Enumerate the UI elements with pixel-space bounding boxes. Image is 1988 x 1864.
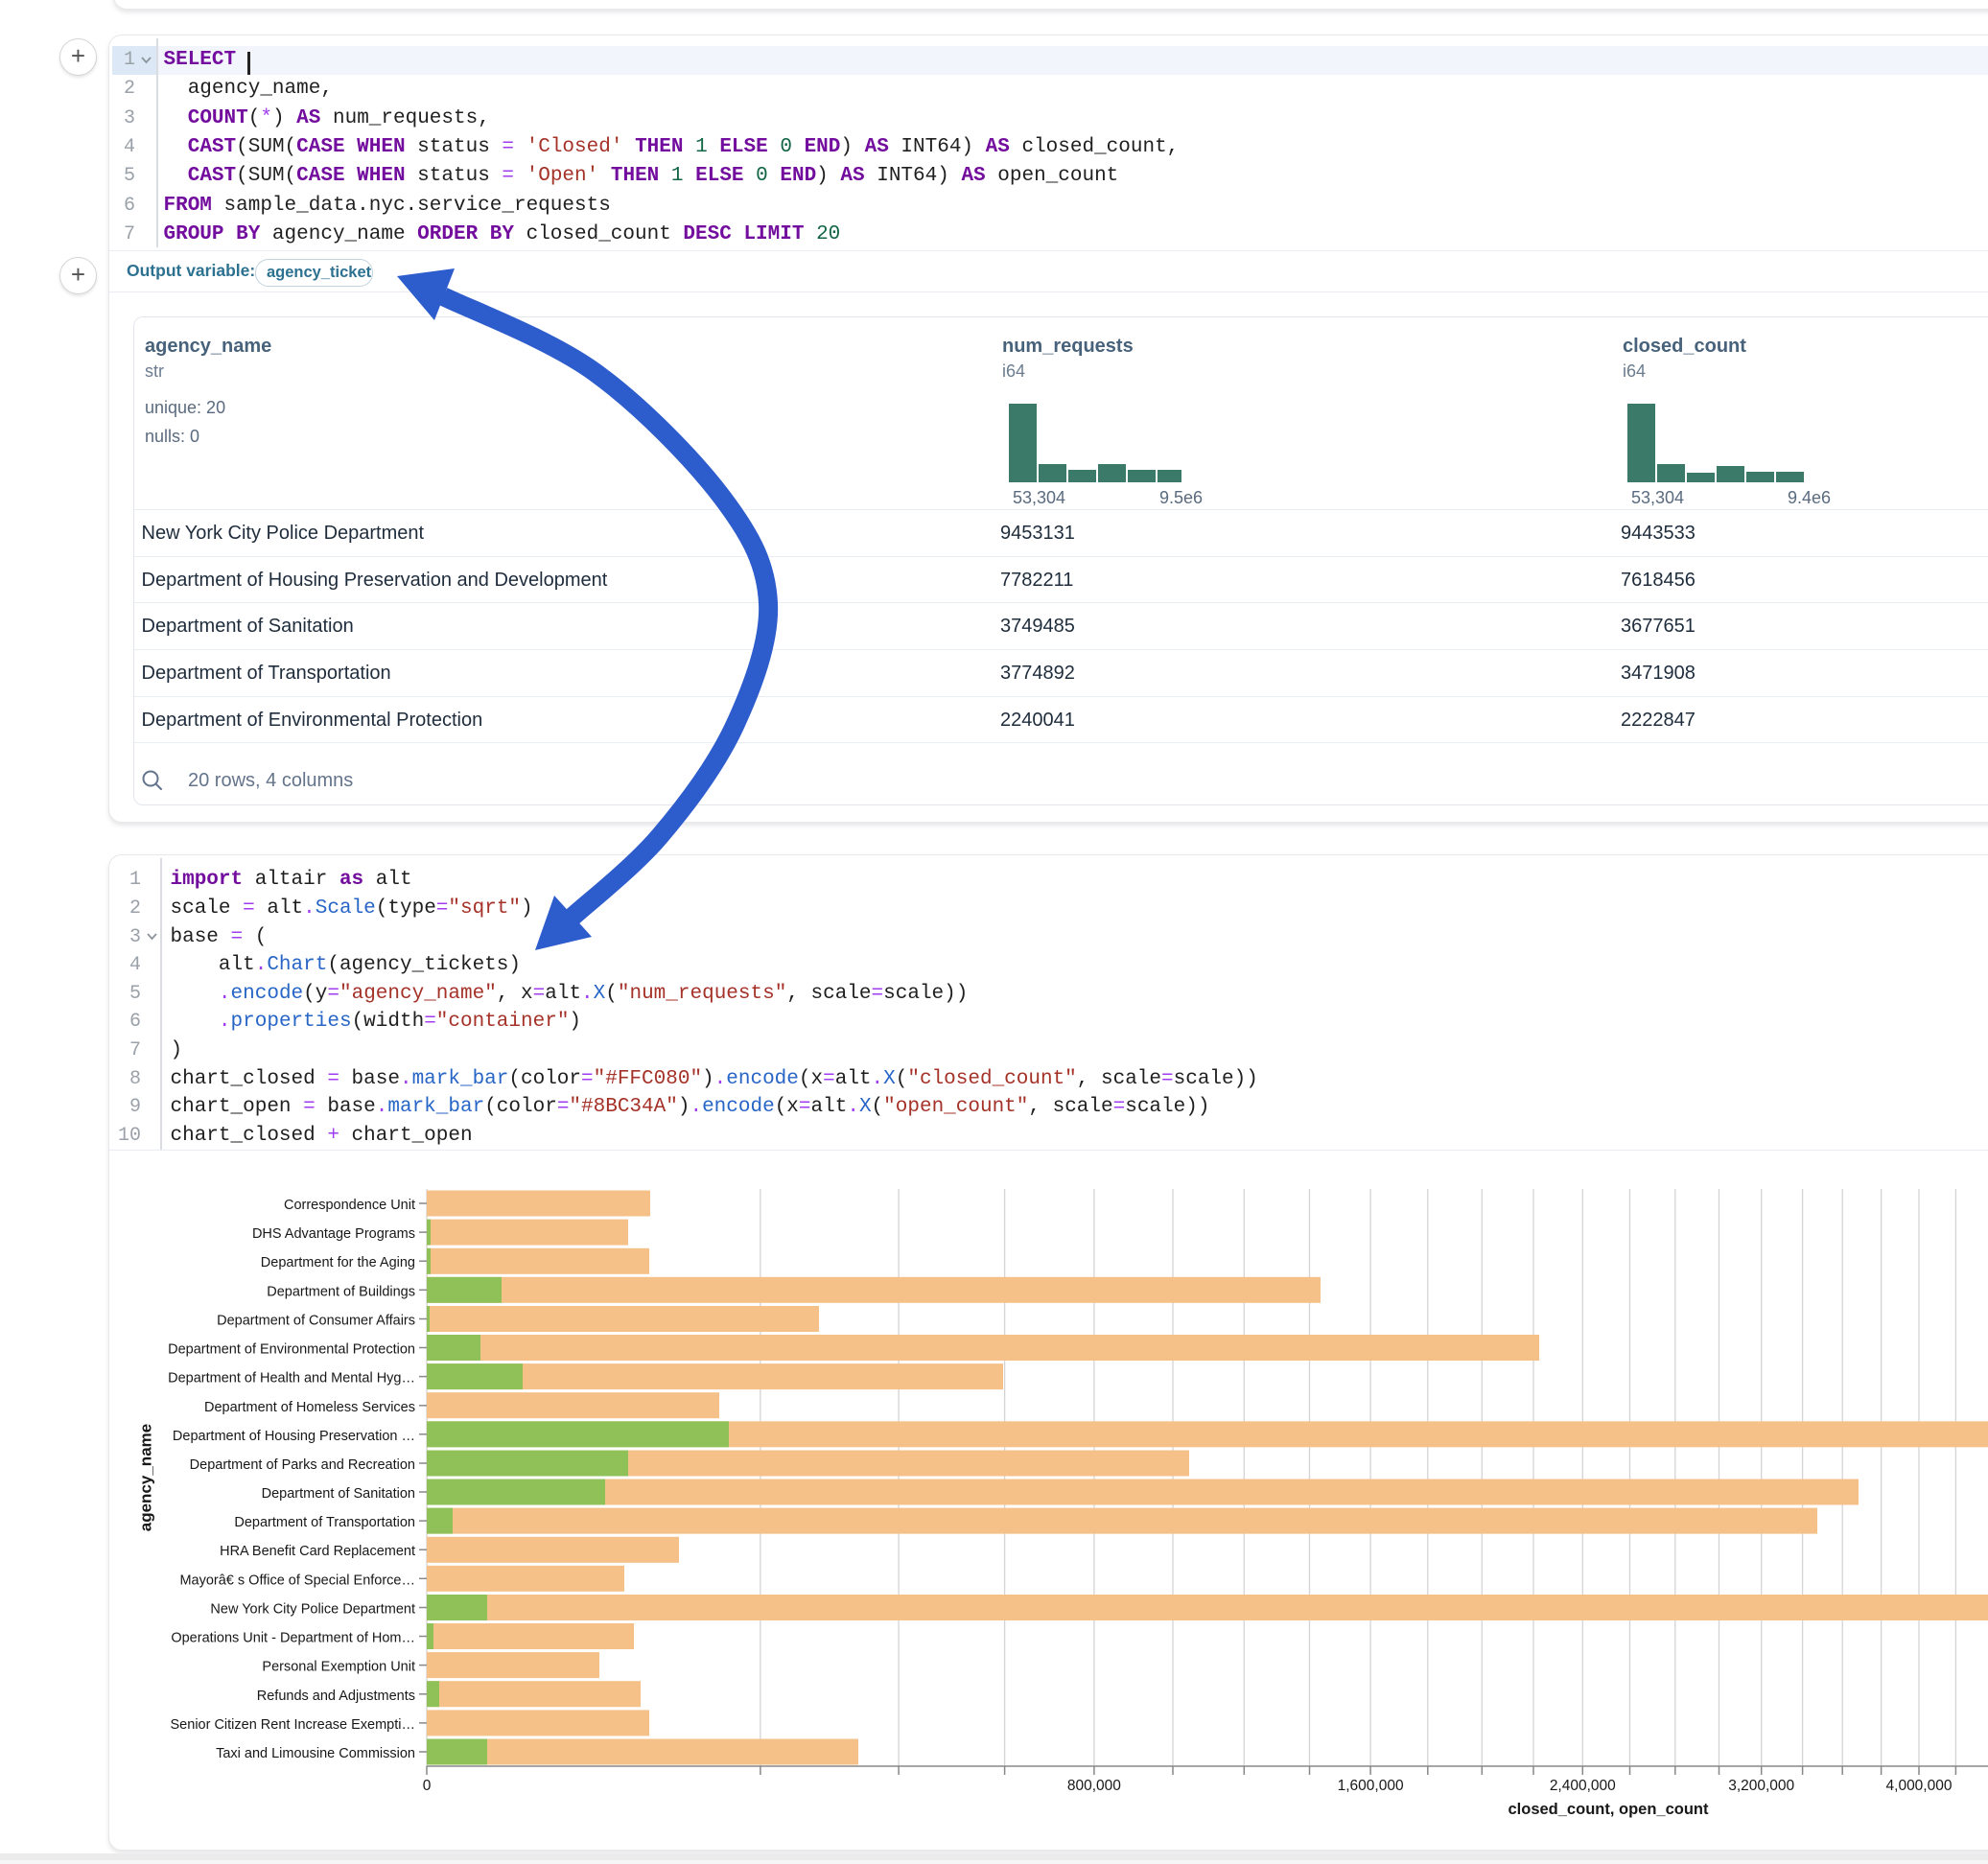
svg-text:Taxi and Limousine Commission: Taxi and Limousine Commission (216, 1746, 415, 1761)
svg-text:4,000,000: 4,000,000 (1886, 1778, 1953, 1794)
svg-text:Operations Unit - Department o: Operations Unit - Department of Hom… (171, 1631, 415, 1646)
svg-text:agency_name: agency_name (137, 1424, 155, 1531)
svg-text:DHS Advantage Programs: DHS Advantage Programs (252, 1226, 415, 1242)
svg-text:Department of Sanitation: Department of Sanitation (262, 1486, 415, 1502)
svg-text:Department of Parks and Recrea: Department of Parks and Recreation (190, 1457, 415, 1473)
svg-text:Department of Transportation: Department of Transportation (234, 1515, 415, 1530)
svg-text:1,600,000: 1,600,000 (1338, 1778, 1404, 1794)
svg-text:HRA Benefit Card Replacement: HRA Benefit Card Replacement (220, 1544, 415, 1559)
svg-text:0: 0 (423, 1778, 432, 1794)
svg-text:Department for the Aging: Department for the Aging (261, 1255, 415, 1270)
svg-text:2,400,000: 2,400,000 (1550, 1778, 1616, 1794)
svg-text:Department of Health and Menta: Department of Health and Mental Hyg… (168, 1371, 415, 1386)
svg-text:closed_count, open_count: closed_count, open_count (1508, 1801, 1709, 1818)
svg-text:Refunds and Adjustments: Refunds and Adjustments (257, 1689, 415, 1704)
svg-text:Department of Environmental Pr: Department of Environmental Protection (168, 1342, 415, 1358)
svg-text:Department of Homeless Service: Department of Homeless Services (204, 1400, 415, 1415)
svg-text:Personal Exemption Unit: Personal Exemption Unit (262, 1660, 415, 1675)
svg-text:Correspondence Unit: Correspondence Unit (284, 1198, 415, 1213)
svg-text:800,000: 800,000 (1067, 1778, 1121, 1794)
svg-text:Department of Consumer Affairs: Department of Consumer Affairs (217, 1314, 415, 1329)
svg-text:Department of Buildings: Department of Buildings (267, 1284, 415, 1299)
svg-text:Department of Housing Preserva: Department of Housing Preservation … (173, 1429, 415, 1444)
svg-text:Mayorâ€ s Office of Special En: Mayorâ€ s Office of Special Enforce… (179, 1573, 415, 1588)
svg-text:New York City Police Departmen: New York City Police Department (210, 1602, 415, 1618)
svg-text:3,200,000: 3,200,000 (1728, 1778, 1794, 1794)
svg-text:Senior Citizen Rent Increase E: Senior Citizen Rent Increase Exempti… (171, 1717, 415, 1733)
